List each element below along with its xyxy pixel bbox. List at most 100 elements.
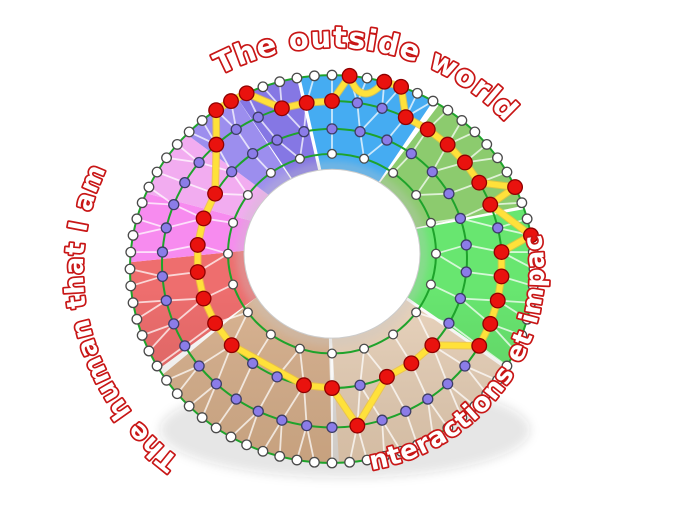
journey-node[interactable] [378, 368, 395, 385]
wheel-node[interactable] [196, 115, 208, 126]
wheel-node[interactable] [525, 297, 537, 309]
wheel-node[interactable] [246, 357, 259, 369]
wheel-node[interactable] [183, 126, 195, 138]
journey-node[interactable] [207, 315, 224, 332]
wheel-node[interactable] [528, 263, 540, 275]
wheel-node[interactable] [359, 343, 370, 354]
wheel-node[interactable] [294, 343, 305, 354]
wheel-node[interactable] [378, 450, 390, 462]
wheel-node[interactable] [308, 70, 320, 82]
wheel-node[interactable] [527, 246, 539, 258]
wheel-node[interactable] [427, 431, 439, 443]
wheel-node[interactable] [265, 329, 276, 340]
wheel-node[interactable] [252, 111, 264, 123]
wheel-node[interactable] [131, 213, 143, 225]
wheel-node[interactable] [443, 317, 455, 329]
wheel-node[interactable] [308, 456, 320, 468]
wheel-node[interactable] [151, 360, 163, 372]
wheel-node[interactable] [411, 439, 423, 451]
journey-node[interactable] [397, 109, 414, 126]
wheel-node[interactable] [459, 360, 471, 372]
journey-node[interactable] [507, 179, 524, 196]
journey-node[interactable] [189, 236, 206, 253]
wheel-node[interactable] [179, 176, 191, 189]
wheel-node[interactable] [361, 454, 373, 466]
wheel-node[interactable] [492, 152, 503, 164]
wheel-node[interactable] [179, 340, 191, 352]
wheel-node[interactable] [127, 229, 139, 241]
journey-node[interactable] [456, 154, 473, 171]
wheel-node[interactable] [344, 456, 356, 468]
wheel-node[interactable] [276, 414, 288, 426]
wheel-node[interactable] [298, 126, 310, 138]
journey-node[interactable] [324, 380, 340, 397]
journey-node[interactable] [424, 337, 441, 354]
wheel-node[interactable] [228, 279, 239, 290]
wheel-node[interactable] [326, 69, 338, 81]
wheel-node[interactable] [454, 212, 467, 225]
wheel-node[interactable] [326, 123, 338, 135]
journey-node[interactable] [439, 136, 456, 153]
wheel-node[interactable] [271, 134, 283, 146]
wheel-node[interactable] [454, 292, 467, 305]
wheel-node[interactable] [265, 167, 276, 178]
wheel-node[interactable] [160, 294, 172, 307]
wheel-node[interactable] [131, 313, 143, 325]
journey-node[interactable] [393, 78, 410, 95]
journey-node[interactable] [208, 102, 225, 119]
wheel-node[interactable] [388, 167, 399, 178]
wheel-node[interactable] [442, 422, 454, 434]
journey-node[interactable] [482, 315, 499, 332]
journey-node[interactable] [376, 73, 393, 90]
wheel-node[interactable] [359, 153, 370, 164]
wheel-node[interactable] [291, 72, 303, 84]
wheel-node[interactable] [143, 181, 155, 193]
wheel-node[interactable] [183, 400, 195, 412]
wheel-node[interactable] [456, 412, 468, 424]
journey-node[interactable] [295, 377, 312, 394]
wheel-node[interactable] [326, 421, 338, 434]
wheel-node[interactable] [460, 239, 472, 251]
wheel-node[interactable] [376, 414, 388, 426]
journey-node[interactable] [223, 337, 240, 354]
wheel-node[interactable] [388, 329, 399, 340]
wheel-node[interactable] [246, 147, 259, 160]
wheel-node[interactable] [274, 76, 286, 88]
wheel-node[interactable] [411, 87, 423, 99]
wheel-node[interactable] [441, 378, 454, 390]
wheel-node[interactable] [354, 126, 366, 138]
wheel-node[interactable] [509, 345, 521, 357]
wheel-node[interactable] [127, 297, 139, 309]
wheel-node[interactable] [161, 152, 172, 164]
journey-node[interactable] [298, 94, 315, 111]
wheel-node[interactable] [271, 371, 283, 383]
wheel-node[interactable] [228, 217, 239, 228]
wheel-node[interactable] [301, 419, 313, 432]
wheel-node[interactable] [426, 166, 438, 178]
wheel-node[interactable] [481, 388, 493, 400]
wheel-node[interactable] [492, 374, 503, 386]
wheel-node[interactable] [193, 156, 205, 169]
journey-node[interactable] [207, 185, 224, 202]
wheel-node[interactable] [527, 280, 539, 292]
journey-node[interactable] [493, 244, 510, 260]
wheel-node[interactable] [143, 345, 155, 357]
journey-node[interactable] [482, 196, 499, 213]
wheel-node[interactable] [230, 393, 242, 405]
wheel-node[interactable] [196, 412, 208, 424]
journey-node[interactable] [195, 210, 212, 227]
wheel-node[interactable] [326, 457, 338, 469]
wheel-node[interactable] [125, 280, 137, 292]
wheel-node[interactable] [481, 138, 493, 150]
wheel-node[interactable] [521, 313, 533, 325]
wheel-node[interactable] [160, 222, 172, 234]
wheel-node[interactable] [225, 431, 237, 443]
wheel-node[interactable] [291, 454, 303, 466]
journey-node[interactable] [419, 121, 436, 138]
journey-node[interactable] [493, 268, 510, 285]
wheel-node[interactable] [241, 439, 253, 451]
wheel-node[interactable] [354, 379, 366, 391]
journey-node[interactable] [341, 67, 358, 84]
wheel-node[interactable] [501, 166, 513, 178]
journey-node[interactable] [223, 93, 239, 110]
